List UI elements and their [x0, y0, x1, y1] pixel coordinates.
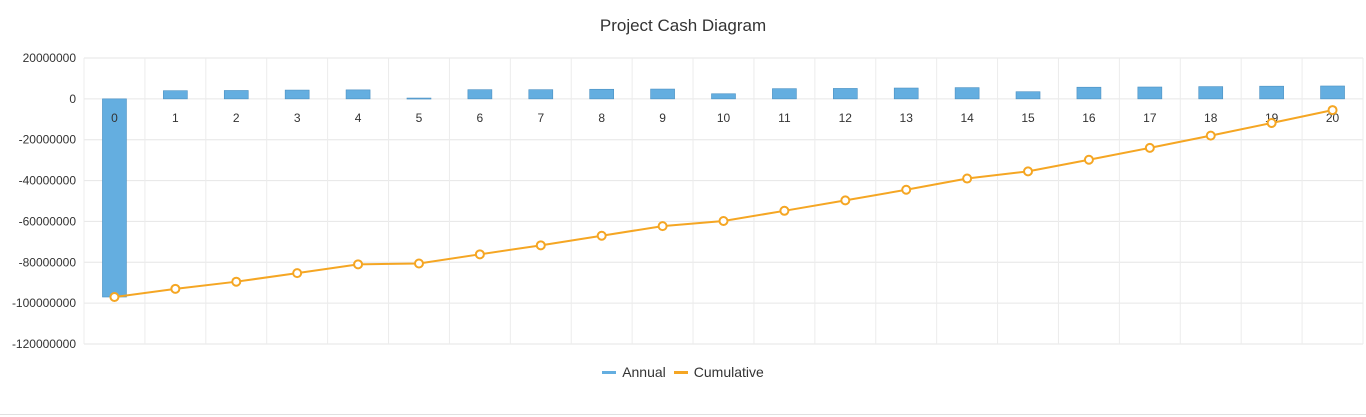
x-tick-label: 12: [839, 111, 853, 125]
y-tick-label: -20000000: [19, 133, 77, 147]
x-tick-label: 20: [1326, 111, 1340, 125]
point-cumulative-19[interactable]: [1266, 117, 1277, 128]
point-cumulative-7[interactable]: [535, 240, 546, 251]
point-cumulative-1[interactable]: [170, 283, 181, 294]
x-tick-label: 7: [537, 111, 544, 125]
point-cumulative-13[interactable]: [901, 184, 912, 195]
bar-annual-9[interactable]: [650, 88, 675, 100]
x-tick-label: 8: [598, 111, 605, 125]
bar-annual-13[interactable]: [893, 87, 919, 100]
x-tick-label: 11: [778, 111, 791, 125]
point-cumulative-16[interactable]: [1083, 154, 1094, 165]
x-tick-label: 9: [659, 111, 666, 125]
y-tick-label: -40000000: [19, 174, 77, 188]
bottom-divider: [0, 414, 1366, 415]
bar-annual-17[interactable]: [1137, 86, 1163, 100]
bar-annual-14[interactable]: [954, 87, 980, 100]
point-cumulative-0[interactable]: [109, 292, 120, 303]
y-tick-label: -100000000: [12, 296, 76, 310]
legend: Annual Cumulative: [0, 364, 1366, 380]
point-cumulative-6[interactable]: [474, 249, 485, 260]
legend-swatch-annual: [602, 370, 617, 374]
bar-annual-2[interactable]: [223, 90, 249, 100]
bar-annual-7[interactable]: [528, 89, 554, 100]
point-cumulative-2[interactable]: [231, 276, 242, 287]
bar-annual-0[interactable]: [102, 98, 127, 298]
annual-bars: [102, 85, 1345, 298]
legend-label-annual: Annual: [622, 364, 666, 380]
x-tick-label: 17: [1143, 111, 1157, 125]
point-cumulative-15[interactable]: [1023, 166, 1034, 177]
bar-annual-11[interactable]: [772, 88, 797, 100]
legend-item-annual[interactable]: Annual: [602, 364, 666, 380]
bar-annual-5[interactable]: [406, 97, 432, 100]
point-cumulative-5[interactable]: [413, 258, 424, 269]
bar-annual-20[interactable]: [1320, 85, 1345, 100]
legend-swatch-cumulative: [673, 370, 688, 374]
grid-lines: [83, 57, 1364, 345]
point-cumulative-9[interactable]: [657, 221, 668, 232]
bar-annual-12[interactable]: [833, 88, 858, 100]
x-tick-label: 18: [1204, 111, 1218, 125]
x-tick-label: 4: [355, 111, 362, 125]
x-tick-label: 3: [294, 111, 301, 125]
point-cumulative-3[interactable]: [292, 268, 303, 279]
x-tick-label: 16: [1082, 111, 1096, 125]
x-tick-label: 6: [477, 111, 484, 125]
bar-annual-1[interactable]: [163, 90, 188, 100]
x-tick-label: 10: [717, 111, 731, 125]
y-axis-ticks: 20000000 0 -20000000 -40000000 -60000000 -800…: [12, 51, 76, 351]
bar-annual-4[interactable]: [345, 89, 371, 100]
bar-annual-16[interactable]: [1076, 86, 1102, 100]
x-tick-label: 1: [172, 111, 179, 125]
point-cumulative-18[interactable]: [1205, 130, 1216, 141]
legend-item-cumulative[interactable]: Cumulative: [673, 364, 764, 380]
point-cumulative-11[interactable]: [779, 205, 790, 216]
cumulative-line: [109, 105, 1338, 303]
bar-annual-15[interactable]: [1015, 91, 1041, 100]
point-cumulative-12[interactable]: [840, 195, 851, 206]
x-tick-label: 0: [111, 111, 118, 125]
bar-annual-6[interactable]: [467, 89, 493, 100]
y-tick-label: -80000000: [19, 255, 77, 269]
y-tick-label: 0: [69, 92, 76, 106]
bar-annual-19[interactable]: [1259, 85, 1284, 100]
point-cumulative-8[interactable]: [596, 230, 607, 241]
point-cumulative-20[interactable]: [1327, 105, 1338, 116]
bar-annual-18[interactable]: [1198, 86, 1224, 100]
x-tick-label: 15: [1021, 111, 1035, 125]
point-cumulative-10[interactable]: [718, 216, 729, 227]
x-axis-ticks: 0 1 2 3 4 5 6 7 8 9 10 11 12 13 14 15 16 17 18 19 20: [111, 111, 1339, 125]
bar-annual-8[interactable]: [589, 88, 614, 100]
point-cumulative-17[interactable]: [1144, 142, 1155, 153]
legend-label-cumulative: Cumulative: [693, 364, 764, 380]
bar-annual-10[interactable]: [711, 93, 736, 100]
point-cumulative-4[interactable]: [353, 259, 364, 270]
x-tick-label: 13: [900, 111, 914, 125]
x-tick-label: 5: [416, 111, 423, 125]
y-tick-label: 20000000: [23, 51, 77, 65]
y-tick-label: -120000000: [12, 337, 76, 351]
y-tick-label: -60000000: [19, 214, 77, 228]
x-tick-label: 14: [960, 111, 974, 125]
bar-annual-3[interactable]: [284, 89, 310, 100]
x-tick-label: 2: [233, 111, 240, 125]
point-cumulative-14[interactable]: [962, 173, 973, 184]
chart-title: Project Cash Diagram: [599, 16, 767, 35]
